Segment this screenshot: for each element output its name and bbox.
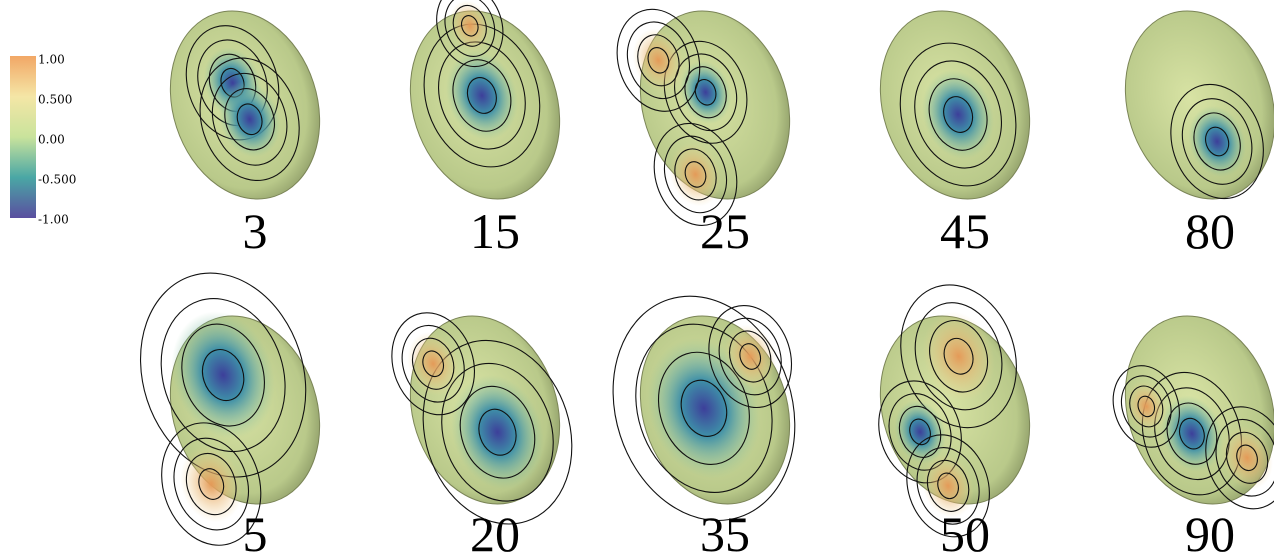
colorbar-label: 0.00: [38, 133, 65, 147]
panel-label: 15: [470, 203, 520, 259]
panel-label: 5: [243, 506, 268, 556]
panel-label: 20: [470, 506, 520, 556]
panel-label: 90: [1185, 506, 1235, 556]
blob: [857, 0, 1053, 219]
colorbar-label: -1.00: [38, 213, 69, 227]
figure: 1.00 0.500 0.00 -0.500 -1.00 3 15 25 45 80 5 20 35 50…: [0, 0, 1274, 556]
blob-surface: [1102, 0, 1274, 219]
panel-label: 3: [243, 203, 268, 259]
colorbar-label: -0.500: [38, 173, 76, 187]
page: 1.00 0.500 0.00 -0.500 -1.00 3 15 25 45 80 5 20 35 50…: [0, 0, 1274, 556]
blob: [379, 0, 583, 219]
panel-label: 50: [940, 506, 990, 556]
blob: [604, 0, 818, 236]
blob: [585, 269, 835, 545]
panel-label: 45: [940, 203, 990, 259]
colorbar: [10, 56, 36, 218]
panel-label: 25: [700, 203, 750, 259]
panel-label: 35: [700, 506, 750, 556]
blob: [103, 251, 352, 556]
panel-label: 80: [1185, 203, 1235, 259]
blob: [147, 0, 343, 219]
colorbar-label: 0.500: [38, 93, 72, 107]
blob: [1092, 296, 1274, 541]
blob: [1102, 0, 1274, 221]
colorbar-label: 1.00: [38, 53, 65, 67]
